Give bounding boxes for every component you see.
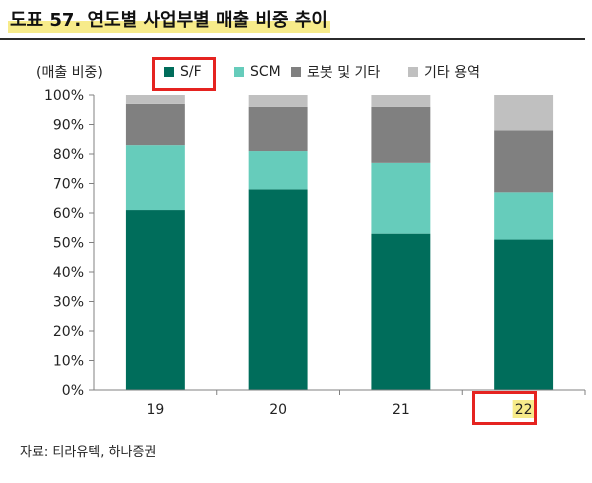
x-tick-label-20: 20 xyxy=(269,402,287,418)
legend-label-robot: 로봇 및 기타 xyxy=(307,65,381,81)
legend-item-scm: SCM xyxy=(234,62,281,82)
y-axis-ticks: 0% 10% 20% 30% 40% 50% 60% 70% 80% 90% 100% xyxy=(44,88,94,399)
bar-segment-21-series-1 xyxy=(371,162,431,234)
source-note: 자료: 티라유텍, 하나증권 xyxy=(20,445,157,460)
y-tick-label: 80% xyxy=(53,147,84,163)
y-tick-label: 60% xyxy=(53,206,84,222)
bar-segment-20-series-3 xyxy=(248,95,308,107)
y-tick-label: 100% xyxy=(44,88,84,104)
legend-label-scm: SCM xyxy=(250,64,281,80)
bar-segment-20-series-2 xyxy=(248,106,308,152)
legend-swatch-other xyxy=(408,67,418,77)
x-tick-label-19: 19 xyxy=(146,402,164,418)
bar-segment-20-series-0 xyxy=(248,189,308,390)
legend-label-other: 기타 용역 xyxy=(424,65,480,81)
bar-segment-21-series-0 xyxy=(371,233,431,390)
x-tick-label-highlight xyxy=(512,400,535,418)
bar-segment-20-series-1 xyxy=(248,151,308,190)
bar-segment-19-series-3 xyxy=(125,95,185,104)
x-axis-labels: 19 20 21 22 xyxy=(146,390,586,418)
y-tick-label: 20% xyxy=(53,324,84,340)
bar-segment-21-series-2 xyxy=(371,106,431,163)
title-bar: 도표 57. 연도별 사업부별 매출 비중 추이 xyxy=(0,0,592,40)
legend-swatch-robot xyxy=(291,67,301,77)
y-tick-label: 70% xyxy=(53,177,84,193)
bar-segment-19-series-1 xyxy=(125,145,185,211)
legend-sf-highlight-box xyxy=(152,57,216,91)
bar-segment-22-series-0 xyxy=(494,239,554,390)
y-tick-label: 10% xyxy=(53,354,84,370)
bar-segment-22-series-3 xyxy=(494,95,554,131)
unit-label: (매출 비중) xyxy=(36,65,103,81)
bar-segment-22-series-2 xyxy=(494,130,554,193)
y-tick-label: 30% xyxy=(53,295,84,311)
bar-segment-19-series-0 xyxy=(125,210,185,390)
legend-item-sf: S/F xyxy=(164,62,202,82)
x-tick-label-22: 22 xyxy=(515,402,533,418)
title-underline xyxy=(0,38,585,40)
bar-segment-21-series-3 xyxy=(371,95,431,107)
y-tick-label: 90% xyxy=(53,118,84,134)
legend-label-sf: S/F xyxy=(180,64,202,80)
chart-title: 도표 57. 연도별 사업부별 매출 비중 추이 xyxy=(8,6,330,33)
category-22-highlight-box xyxy=(472,391,537,425)
bar-segment-22-series-1 xyxy=(494,192,554,240)
y-tick-label: 0% xyxy=(62,383,84,399)
bar-stacks xyxy=(125,95,554,390)
legend-swatch-scm xyxy=(234,67,244,77)
bar-segment-19-series-2 xyxy=(125,103,185,146)
legend-item-other: 기타 용역 xyxy=(408,62,480,82)
y-tick-label: 50% xyxy=(53,236,84,252)
y-tick-label: 40% xyxy=(53,265,84,281)
legend-item-robot: 로봇 및 기타 xyxy=(291,62,380,82)
legend-swatch-sf xyxy=(164,67,174,77)
x-tick-label-21: 21 xyxy=(392,402,410,418)
